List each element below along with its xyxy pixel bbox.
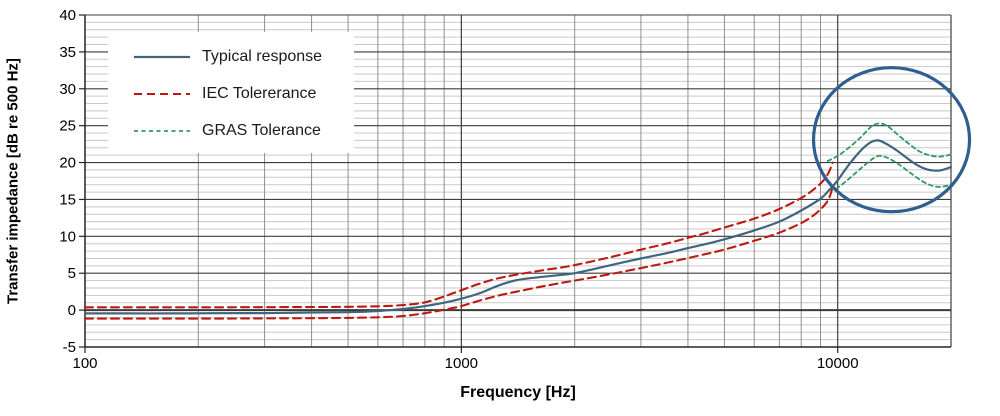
iec-tolerance-curve (83, 161, 834, 309)
gras-tolerance-curve (826, 122, 952, 162)
legend-label-iec-tolerance: IEC Tolererance (202, 84, 317, 102)
y-tick-label: -5 (63, 339, 76, 356)
y-tick-label: 25 (59, 118, 76, 135)
y-tick-label: 0 (68, 302, 76, 319)
x-tick-label: 100 (72, 355, 97, 372)
y-tick-label: 10 (59, 228, 76, 245)
legend-item-gras-tolerance: GRAS Tolerance (134, 112, 344, 149)
x-tick-label: 1000 (445, 355, 478, 372)
y-axis-title: Transfer impedance [dB re 500 Hz] (4, 58, 22, 304)
x-tick-label: 10000 (817, 355, 859, 372)
y-tick-label: 40 (59, 7, 76, 24)
legend-item-iec-tolerance: IEC Tolererance (134, 75, 344, 112)
legend: Typical response IEC Tolererance GRAS To… (108, 32, 354, 153)
y-tick-label: 5 (68, 265, 76, 282)
iec-tolerance-curve (83, 188, 833, 320)
typical-response-line-icon (134, 55, 190, 58)
gras-tolerance-curve (835, 154, 952, 190)
iec-tolerance-dashed-line-icon (134, 92, 190, 95)
legend-item-typical-response: Typical response (134, 38, 344, 75)
y-tick-label: 30 (59, 81, 76, 98)
y-tick-label: 15 (59, 191, 76, 208)
gras-tolerance-dashed-line-icon (134, 129, 190, 132)
x-axis-title: Frequency [Hz] (460, 384, 576, 401)
peak-highlight-circle-annotation (811, 66, 972, 214)
typical-response-curve (83, 139, 953, 315)
legend-label-gras-tolerance: GRAS Tolerance (202, 121, 321, 139)
y-tick-label: 35 (59, 44, 76, 61)
y-tick-label: 20 (59, 155, 76, 172)
legend-label-typical-response: Typical response (202, 47, 323, 65)
